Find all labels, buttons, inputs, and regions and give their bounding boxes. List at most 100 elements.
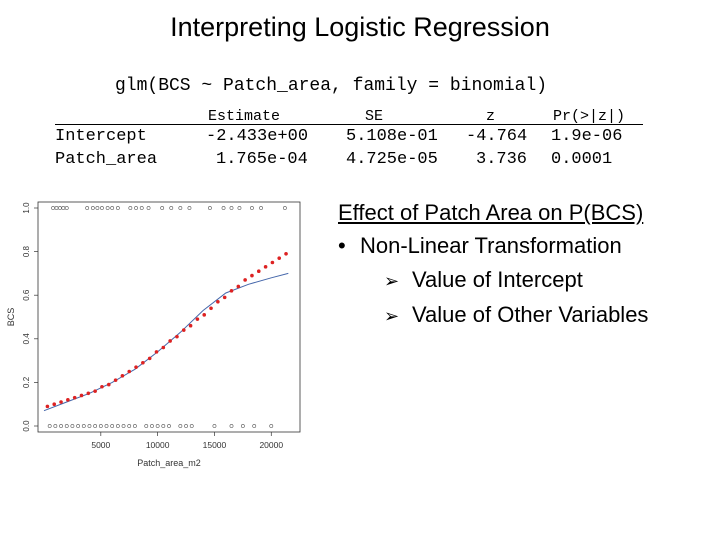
- observed-point-bcs0: [252, 424, 257, 428]
- arrow-bullet-icon: ➢: [384, 306, 400, 326]
- x-tick-label: 20000: [259, 440, 283, 450]
- patch-area-z: 3.736: [476, 150, 528, 169]
- fitted-point-red: [229, 289, 234, 293]
- bullet-main-text: Non-Linear Transformation: [360, 233, 622, 258]
- fitted-point-red: [250, 273, 254, 278]
- bullet-sub-2-text: Value of Other Variables: [412, 302, 649, 327]
- observed-point-bcs1: [115, 206, 120, 210]
- fitted-point-red: [86, 391, 91, 396]
- observed-point-bcs0: [53, 424, 58, 428]
- observed-point-bcs0: [115, 424, 120, 428]
- y-tick-label: 0.8: [22, 245, 31, 257]
- observed-point-bcs0: [161, 424, 166, 428]
- fitted-point-red: [134, 365, 138, 369]
- x-tick-label: 15000: [203, 440, 227, 450]
- fitted-point-red: [72, 395, 77, 400]
- fitted-point-red: [243, 278, 247, 282]
- observed-point-bcs0: [98, 424, 103, 428]
- bullet-sub-1: ➢ Value of Intercept: [384, 267, 583, 293]
- y-axis-label: BCS: [6, 308, 16, 327]
- dot-bullet-icon: •: [338, 233, 346, 258]
- patch-area-estimate: 1.765e-04: [216, 150, 308, 169]
- observed-point-bcs0: [87, 424, 92, 428]
- fitted-point-red: [270, 260, 275, 265]
- observed-point-bcs1: [100, 206, 104, 210]
- fitted-point-red: [168, 339, 172, 343]
- fitted-point-red: [45, 404, 50, 409]
- fitted-point-red: [141, 360, 145, 365]
- intercept-estimate: -2.433e+00: [206, 127, 309, 146]
- observed-point-bcs1: [128, 206, 133, 210]
- observed-point-bcs1: [95, 206, 100, 210]
- row-name-patch-area: Patch_area: [55, 150, 158, 169]
- plot-background: [4, 196, 314, 476]
- table-rule: [55, 124, 643, 125]
- observed-point-bcs0: [178, 424, 183, 428]
- intercept-z: -4.764: [466, 127, 528, 146]
- fitted-point-red: [113, 378, 118, 383]
- glm-formula: glm(BCS ~ Patch_area, family = binomial): [115, 76, 548, 96]
- observed-point-bcs0: [240, 424, 245, 428]
- y-tick-label: 0.6: [22, 289, 31, 301]
- col-header-p: Pr(>|z|): [553, 108, 626, 125]
- observed-point-bcs1: [283, 206, 287, 210]
- row-name-intercept: Intercept: [55, 127, 147, 146]
- fitted-point-red: [120, 374, 125, 378]
- col-header-z: z: [486, 108, 496, 125]
- fitted-point-red: [79, 393, 84, 398]
- observed-point-bcs0: [155, 424, 160, 428]
- fitted-point-red: [66, 398, 70, 402]
- fitted-point-red: [188, 323, 193, 328]
- fitted-point-red: [256, 269, 261, 274]
- col-header-se: SE: [365, 108, 384, 125]
- observed-point-bcs0: [110, 424, 115, 428]
- patch-area-p: 0.0001: [551, 150, 613, 169]
- y-tick-label: 0.4: [22, 333, 31, 345]
- col-header-estimate: Estimate: [208, 108, 281, 125]
- observed-point-bcs1: [237, 206, 242, 210]
- y-tick-label: 0.2: [22, 376, 31, 388]
- fitted-point-red: [147, 356, 152, 361]
- bullet-heading: Effect of Patch Area on P(BCS): [338, 200, 644, 225]
- fitted-point-red: [175, 334, 179, 339]
- observed-point-bcs0: [189, 424, 194, 428]
- observed-point-bcs1: [90, 206, 95, 210]
- observed-point-bcs1: [146, 206, 151, 210]
- fitted-point-red: [100, 384, 104, 389]
- fitted-point-red: [277, 256, 282, 260]
- fitted-point-red: [284, 251, 288, 256]
- y-tick-label: 0.0: [22, 420, 31, 432]
- fitted-point-red: [263, 265, 268, 269]
- fitted-point-red: [127, 369, 132, 374]
- observed-point-bcs0: [184, 424, 188, 428]
- fitted-point-red: [209, 306, 213, 311]
- fitted-point-red: [52, 402, 57, 407]
- fitted-point-red: [161, 345, 166, 350]
- observed-point-bcs1: [85, 206, 90, 210]
- observed-point-bcs1: [139, 206, 144, 210]
- observed-point-bcs0: [229, 424, 234, 428]
- observed-point-bcs1: [169, 206, 174, 210]
- fitted-point-red: [236, 284, 241, 289]
- observed-point-bcs1: [110, 206, 115, 210]
- observed-point-bcs0: [81, 424, 86, 428]
- fitted-point-red: [93, 389, 97, 393]
- observed-point-bcs0: [133, 424, 137, 428]
- y-tick-label: 1.0: [22, 202, 31, 214]
- intercept-se: 5.108e-01: [346, 127, 438, 146]
- observed-point-bcs0: [150, 424, 154, 428]
- observed-point-bcs0: [76, 424, 80, 428]
- observed-point-bcs0: [167, 424, 171, 428]
- fitted-point-red: [195, 317, 200, 321]
- observed-point-bcs1: [187, 206, 192, 210]
- x-axis-label: Patch_area_m2: [137, 458, 201, 468]
- patch-area-se: 4.725e-05: [346, 150, 438, 169]
- observed-point-bcs0: [127, 424, 132, 428]
- intercept-p: 1.9e-06: [551, 127, 623, 146]
- fitted-point-red: [154, 350, 159, 354]
- fitted-point-red: [59, 400, 63, 404]
- observed-point-bcs0: [47, 424, 52, 428]
- observed-point-bcs0: [144, 424, 149, 428]
- observed-point-bcs1: [105, 206, 110, 210]
